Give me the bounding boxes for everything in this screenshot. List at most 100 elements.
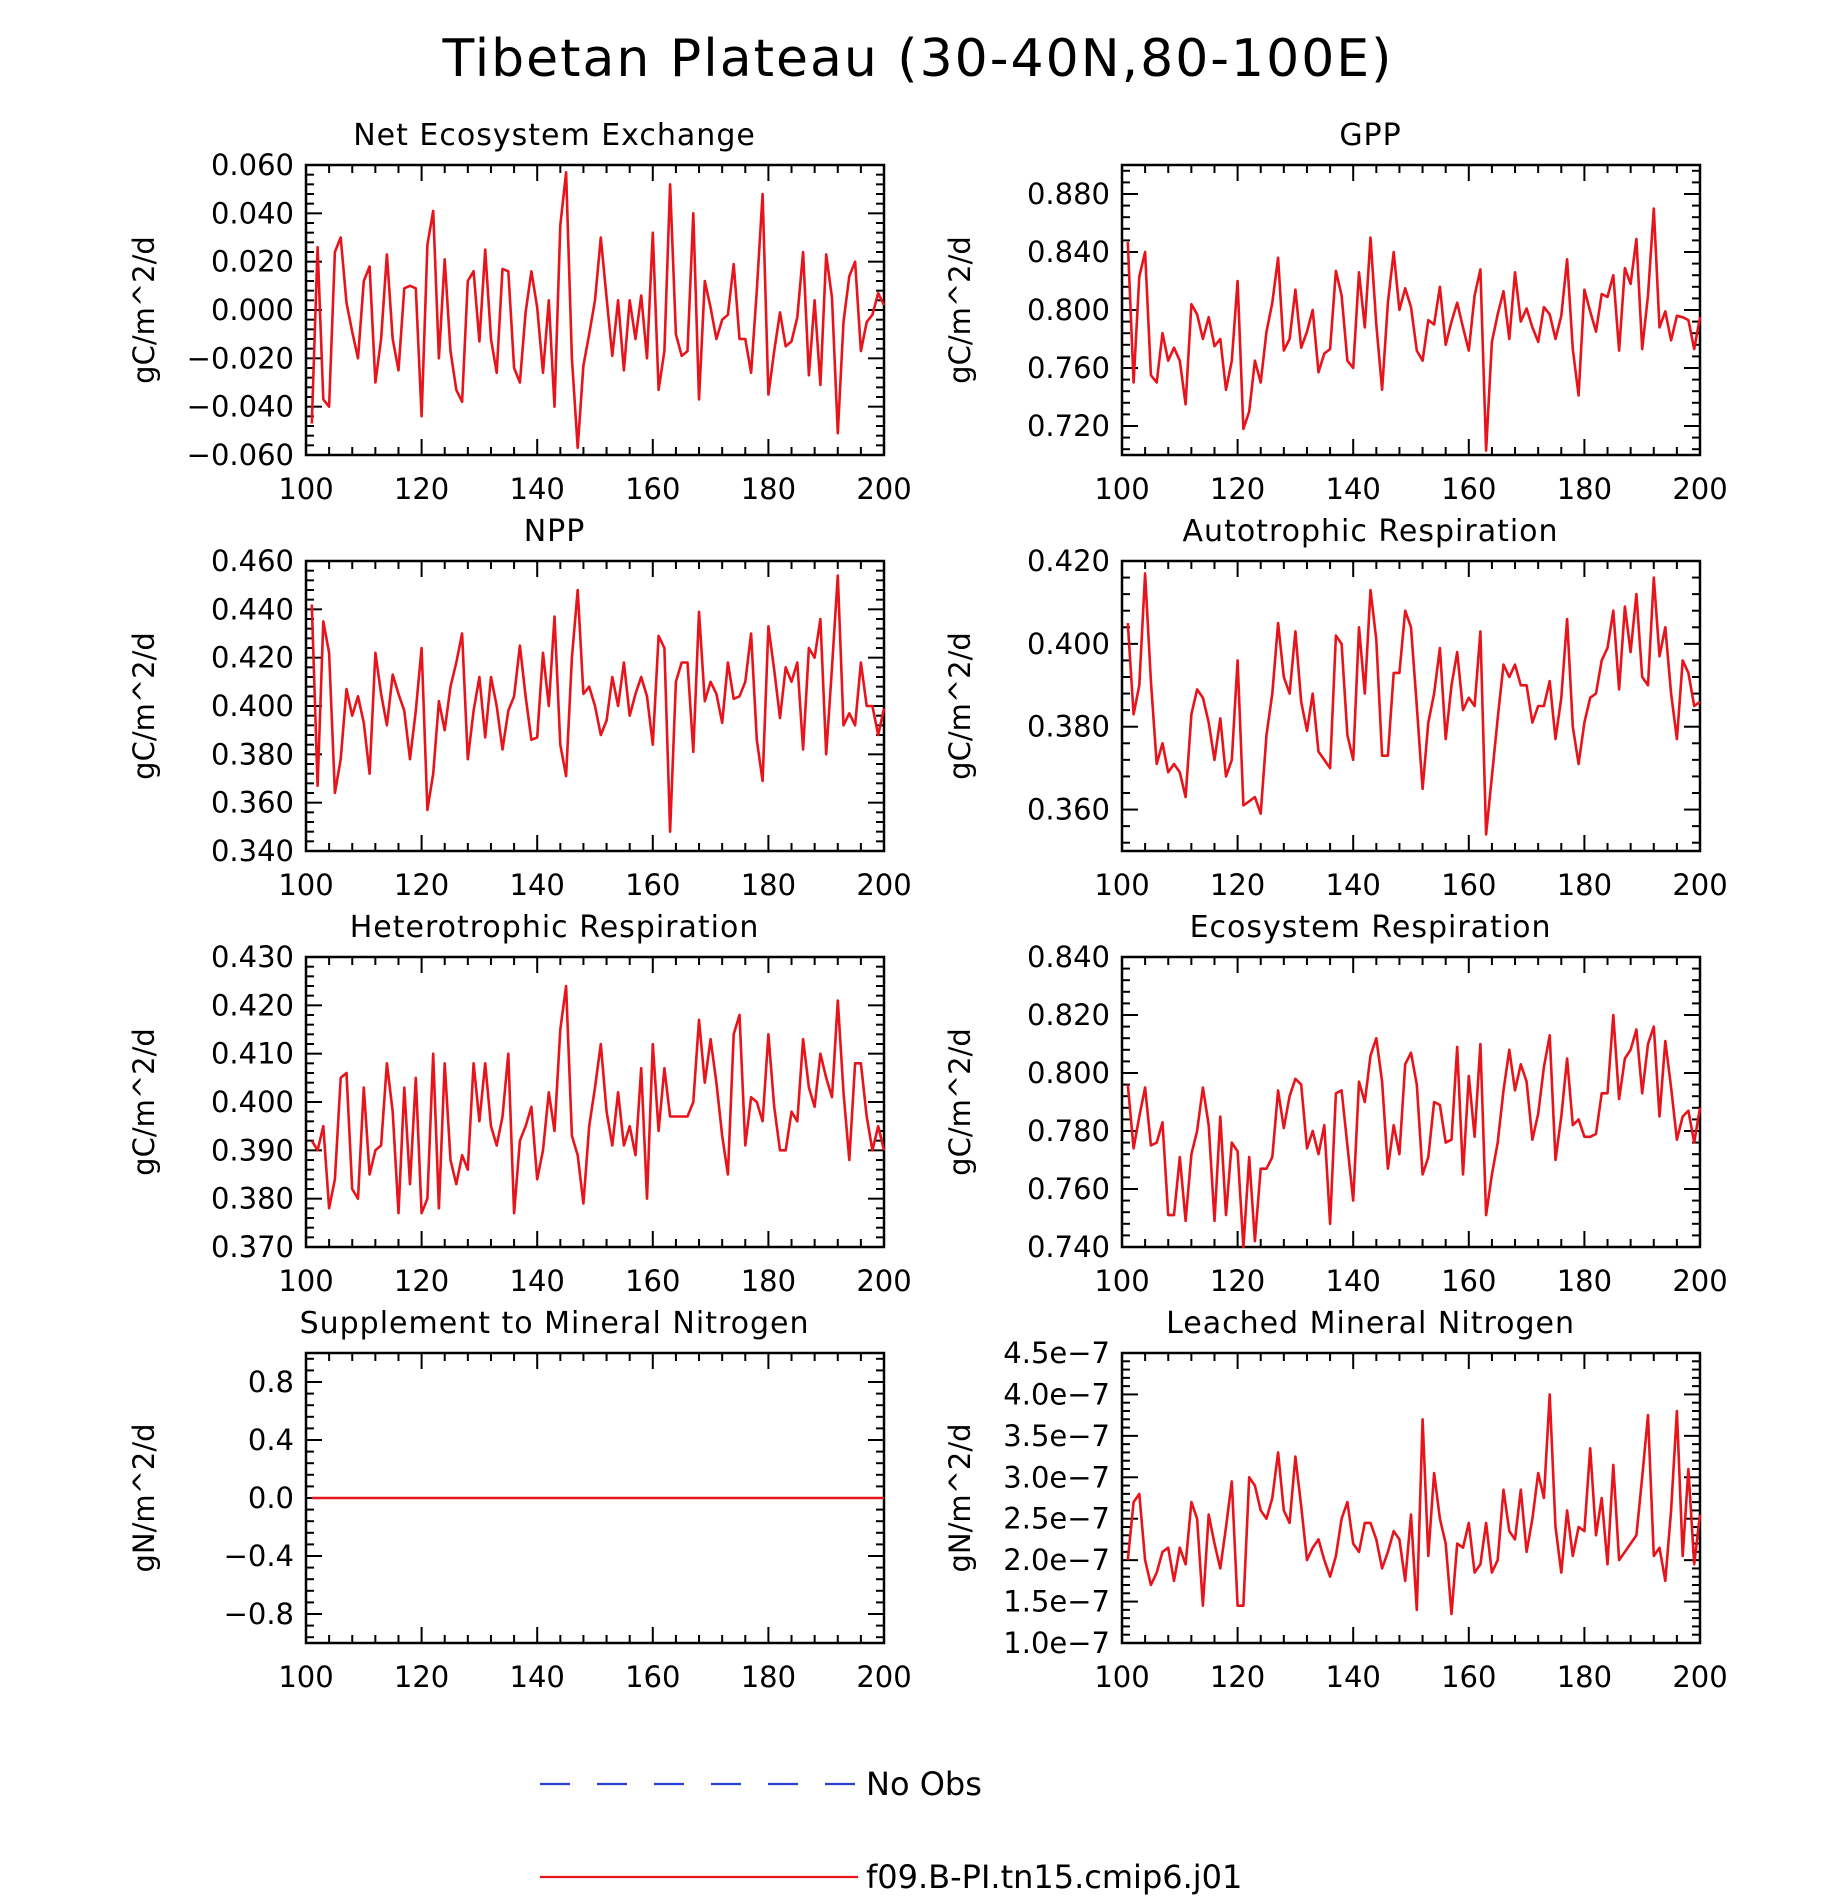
x-tick-label: 160 [625,868,680,902]
panel-gpp: 100 120 140 160 180 200 0.720 0.760 0.800 0.840 0.… [943,118,1728,506]
x-tick-label: 180 [1557,472,1612,506]
x-tick-label: 120 [1210,1264,1265,1298]
panel-supplement-to-mineral-nitrogen: 100 120 140 160 180 200 −0.8 −0.4 0.0 0.4 0.8Suppl… [127,1306,912,1694]
y-tick-label: 3.0e−7 [1003,1460,1110,1494]
series-line [310,984,886,1215]
y-tick-label: −0.4 [224,1539,294,1573]
x-tick-label: 120 [394,1660,449,1694]
series-line [1126,1013,1702,1249]
y-tick-label: 0.360 [211,786,294,820]
panel-leached-mineral-nitrogen: 100 120 140 160 180 200 1.0e−7 1.5e−7 2.0e−7 2.5e… [943,1306,1728,1694]
x-tick-label: 100 [278,1264,333,1298]
series-line [310,171,886,450]
y-tick-label: 0.410 [211,1037,294,1071]
panel-title: Supplement to Mineral Nitrogen [300,1306,810,1341]
x-tick-label: 140 [1326,868,1381,902]
x-tick-label: 120 [1210,868,1265,902]
series-line [1126,207,1702,452]
y-tick-label: 0.840 [1027,235,1110,269]
panel-title: Ecosystem Respiration [1190,910,1552,945]
legend: No Obs f09.B-PI.tn15.cmip6.j01 [540,1765,1242,1896]
y-tick-label: 0.440 [211,592,294,626]
y-tick-label: 0.840 [1027,940,1110,974]
y-tick-label: 4.0e−7 [1003,1377,1110,1411]
series-line [1126,572,1701,836]
legend-entry-model-run: f09.B-PI.tn15.cmip6.j01 [540,1858,1242,1896]
y-tick-label: 0.820 [1027,998,1110,1032]
x-tick-label: 200 [856,472,911,506]
y-axis-label: gC/m^2/d [943,1028,977,1176]
x-tick-label: 180 [1557,868,1612,902]
panel-autotrophic-respiration: 100 120 140 160 180 200 0.360 0.380 0.400 0.420 Au… [943,514,1728,902]
series-line [310,574,886,834]
y-axis-label: gC/m^2/d [943,632,977,780]
x-tick-label: 100 [1094,1264,1149,1298]
x-tick-label: 140 [510,1660,565,1694]
panel-title: Autotrophic Respiration [1183,514,1559,549]
legend-entry-no-obs: No Obs [540,1765,982,1803]
panel-npp: 100 120 140 160 180 200 0.340 0.360 0.380 0.400 0.… [127,514,912,902]
x-tick-label: 160 [1441,868,1496,902]
y-tick-label: 1.5e−7 [1003,1585,1110,1619]
x-tick-label: 180 [741,868,796,902]
legend-label: f09.B-PI.tn15.cmip6.j01 [866,1858,1242,1896]
y-axis-label: gC/m^2/d [127,1028,161,1176]
y-tick-label: 0.380 [211,1182,294,1216]
y-tick-label: 4.5e−7 [1003,1336,1110,1370]
x-tick-label: 120 [394,868,449,902]
x-tick-label: 160 [625,1660,680,1694]
y-tick-label: 0.720 [1027,409,1110,443]
y-tick-label: 0.740 [1027,1230,1110,1264]
y-tick-label: 0.370 [211,1230,294,1264]
main-title: Tibetan Plateau (30-40N,80-100E) [442,29,1394,89]
x-tick-label: 200 [856,1264,911,1298]
x-tick-label: 140 [1326,1264,1381,1298]
panel-ecosystem-respiration: 100 120 140 160 180 200 0.740 0.760 0.780 0.800 0.… [943,910,1728,1298]
y-tick-label: 0.420 [211,641,294,675]
y-tick-label: 2.0e−7 [1003,1543,1110,1577]
y-tick-label: 0.020 [211,245,294,279]
y-tick-label: −0.060 [187,438,294,472]
y-tick-label: −0.040 [187,390,294,424]
y-tick-label: 0.880 [1027,177,1110,211]
y-tick-label: 0.000 [211,293,294,327]
y-axis-label: gN/m^2/d [943,1423,977,1572]
panel-net-ecosystem-exchange: 100 120 140 160 180 200 −0.060 −0.040 −0.020 0.00… [127,118,912,506]
panel-title: GPP [1339,118,1401,153]
y-axis-label: gC/m^2/d [943,236,977,384]
x-tick-label: 140 [1326,1660,1381,1694]
x-tick-label: 100 [278,868,333,902]
x-tick-label: 120 [1210,1660,1265,1694]
x-tick-label: 140 [510,1264,565,1298]
panel-title: NPP [524,514,586,549]
x-tick-label: 200 [1672,1660,1727,1694]
y-tick-label: 0.430 [211,940,294,974]
y-axis-label: gN/m^2/d [127,1423,161,1572]
x-tick-label: 160 [625,472,680,506]
y-tick-label: 0.400 [211,1085,294,1119]
y-tick-label: 0.360 [1027,793,1110,827]
panel-heterotrophic-respiration: 100 120 140 160 180 200 0.370 0.380 0.390 0.400 0.… [127,910,912,1298]
plot-frame [1120,1351,1702,1645]
y-tick-label: 0.800 [1027,1056,1110,1090]
x-tick-label: 160 [1441,472,1496,506]
y-tick-label: 0.420 [1027,544,1110,578]
plot-frame [1120,559,1702,853]
x-tick-label: 160 [625,1264,680,1298]
y-tick-label: 2.5e−7 [1003,1502,1110,1536]
x-tick-label: 100 [278,472,333,506]
x-tick-label: 100 [278,1660,333,1694]
x-tick-label: 180 [741,1660,796,1694]
y-tick-label: 0.760 [1027,1172,1110,1206]
y-tick-label: 0.460 [211,544,294,578]
x-tick-label: 200 [1672,472,1727,506]
y-axis-label: gC/m^2/d [127,632,161,780]
y-tick-label: 0.400 [1027,627,1110,661]
y-tick-label: 0.380 [211,737,294,771]
x-tick-label: 180 [741,472,796,506]
x-tick-label: 200 [1672,868,1727,902]
y-axis-label: gC/m^2/d [127,236,161,384]
x-tick-label: 200 [856,1660,911,1694]
y-tick-label: 0.390 [211,1133,294,1167]
